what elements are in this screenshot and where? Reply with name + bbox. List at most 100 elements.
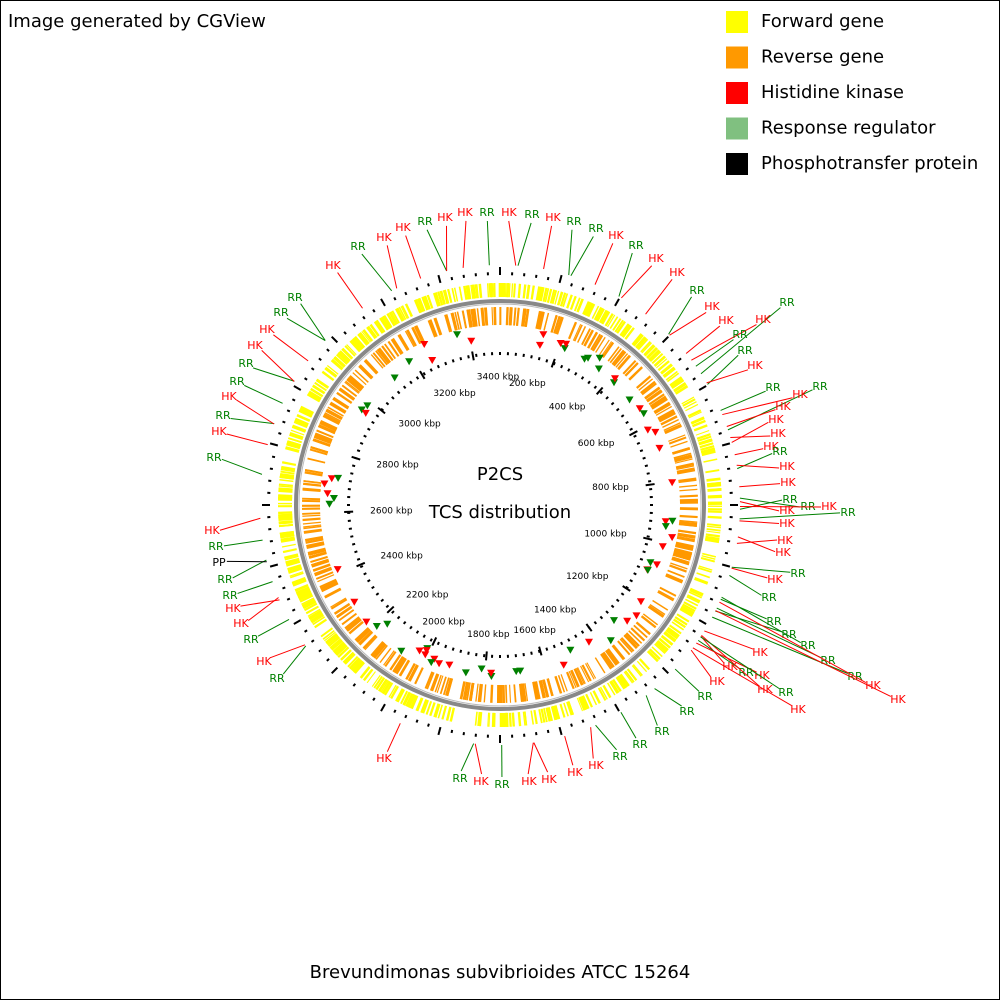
tcs-marker bbox=[329, 494, 338, 502]
forward-gene bbox=[324, 631, 336, 642]
reverse-gene bbox=[520, 683, 525, 702]
tcs-marker bbox=[560, 345, 569, 353]
reverse-gene bbox=[677, 534, 696, 539]
feature-label: RR bbox=[782, 493, 798, 506]
reverse-gene bbox=[308, 551, 327, 559]
forward-gene bbox=[439, 290, 446, 305]
reverse-gene bbox=[344, 381, 360, 394]
forward-gene bbox=[589, 692, 598, 706]
forward-gene bbox=[474, 284, 478, 299]
forward-gene bbox=[683, 601, 697, 610]
forward-gene bbox=[289, 432, 304, 439]
feature-label: RR bbox=[217, 573, 233, 586]
reverse-gene bbox=[320, 581, 339, 592]
outer-tick bbox=[592, 714, 596, 719]
forward-gene bbox=[326, 634, 339, 645]
feature-leader bbox=[270, 644, 306, 659]
reverse-gene bbox=[626, 632, 640, 647]
forward-gene bbox=[705, 533, 720, 538]
tcs-marker bbox=[668, 479, 677, 487]
forward-gene bbox=[298, 409, 313, 417]
reverse-gene bbox=[508, 307, 513, 326]
forward-gene bbox=[686, 595, 700, 604]
feature-label: HK bbox=[588, 759, 604, 772]
ruler-tick bbox=[585, 623, 593, 632]
reverse-gene bbox=[329, 402, 346, 414]
forward-gene bbox=[418, 298, 425, 312]
reverse-gene bbox=[590, 333, 602, 351]
reverse-gene bbox=[586, 662, 597, 679]
legend-swatch bbox=[726, 82, 748, 104]
reverse-gene bbox=[303, 528, 322, 533]
feature-label: HK bbox=[777, 534, 793, 547]
reverse-gene bbox=[570, 669, 580, 687]
forward-gene bbox=[664, 631, 677, 641]
forward-gene bbox=[287, 564, 302, 571]
reverse-gene bbox=[470, 308, 475, 328]
forward-gene bbox=[310, 612, 324, 623]
forward-gene bbox=[278, 485, 293, 488]
tcs-marker bbox=[652, 561, 661, 569]
reverse-gene bbox=[574, 668, 584, 686]
feature-leader bbox=[731, 567, 768, 579]
reverse-gene bbox=[439, 676, 447, 695]
feature-leader bbox=[645, 279, 673, 315]
ruler-dot bbox=[436, 641, 440, 646]
ruler-dot bbox=[580, 376, 585, 380]
forward-gene bbox=[647, 348, 658, 359]
reverse-gene bbox=[538, 311, 545, 330]
forward-gene bbox=[620, 324, 631, 338]
forward-gene bbox=[576, 298, 584, 313]
feature-label: HK bbox=[767, 573, 783, 586]
forward-gene bbox=[403, 692, 411, 706]
ruler-dot bbox=[615, 407, 620, 412]
tcs-marker bbox=[487, 669, 496, 677]
feature-leader bbox=[715, 610, 782, 633]
reverse-gene bbox=[322, 414, 340, 426]
forward-gene bbox=[653, 355, 666, 367]
outer-tick bbox=[714, 586, 718, 590]
forward-gene bbox=[278, 517, 293, 521]
outer-tick bbox=[310, 367, 315, 371]
forward-gene bbox=[665, 370, 678, 381]
forward-gene bbox=[609, 680, 620, 694]
forward-gene bbox=[333, 356, 346, 368]
feature-leader bbox=[690, 649, 712, 678]
forward-gene bbox=[426, 295, 433, 309]
feature-label: RR bbox=[689, 284, 705, 297]
reverse-gene bbox=[476, 308, 481, 327]
feature-label: RR bbox=[800, 639, 816, 652]
forward-gene bbox=[384, 682, 394, 696]
reverse-gene bbox=[317, 574, 335, 583]
outer-tick bbox=[546, 729, 550, 734]
forward-gene bbox=[602, 684, 612, 699]
forward-gene bbox=[333, 642, 346, 654]
forward-gene bbox=[362, 329, 373, 342]
outer-tick bbox=[721, 563, 731, 568]
forward-gene bbox=[332, 641, 344, 652]
outer-tick bbox=[343, 675, 347, 679]
ruler-dot bbox=[605, 396, 609, 400]
ruler-dot bbox=[351, 464, 356, 468]
feature-leader bbox=[704, 630, 754, 650]
forward-gene bbox=[695, 429, 710, 436]
forward-gene bbox=[375, 677, 386, 691]
reverse-gene bbox=[611, 644, 625, 661]
forward-gene bbox=[398, 306, 407, 320]
forward-gene bbox=[596, 308, 605, 322]
ruler-tick bbox=[645, 483, 655, 487]
forward-gene bbox=[660, 635, 674, 646]
forward-gene bbox=[669, 376, 683, 387]
tcs-marker bbox=[323, 490, 332, 498]
outer-tick bbox=[709, 597, 714, 601]
feature-leader bbox=[462, 220, 467, 268]
ruler-dot bbox=[629, 579, 634, 583]
forward-gene bbox=[616, 320, 626, 334]
ruler-dot bbox=[467, 355, 470, 359]
feature-leader bbox=[715, 610, 892, 697]
forward-gene bbox=[421, 296, 429, 311]
forward-gene bbox=[623, 671, 634, 684]
feature-label: RR bbox=[761, 591, 777, 604]
forward-gene bbox=[513, 283, 516, 298]
ruler-dot bbox=[639, 449, 644, 453]
